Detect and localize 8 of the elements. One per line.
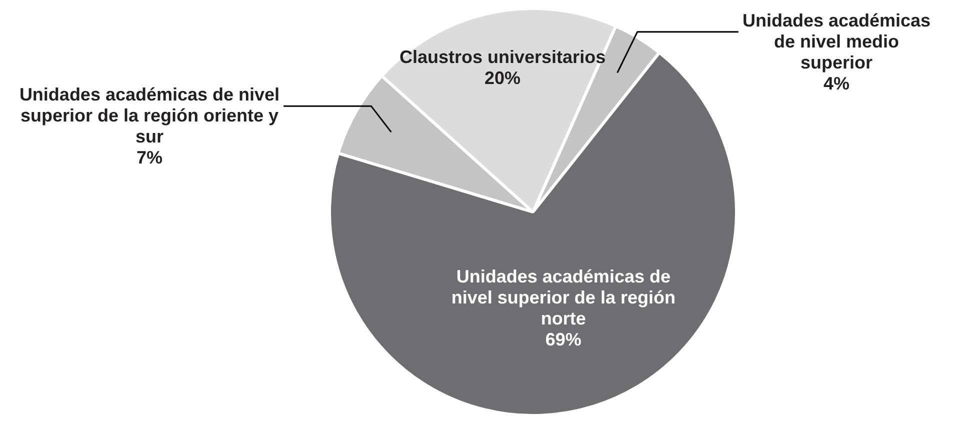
data-label: 4%	[823, 73, 850, 94]
slice-label: Unidades académicas de nivel medio superior	[742, 10, 931, 72]
slice-label: Unidades académicas de nivel superior de la región oriente y sur	[19, 84, 280, 147]
data-label: 20%	[484, 68, 521, 88]
data-label: 7%	[136, 148, 163, 168]
data-label: 69%	[545, 330, 582, 350]
slice-label: Unidades académicas de nivel superior de la región norte	[451, 266, 676, 329]
slice-label: Claustros universitarios	[400, 47, 606, 68]
